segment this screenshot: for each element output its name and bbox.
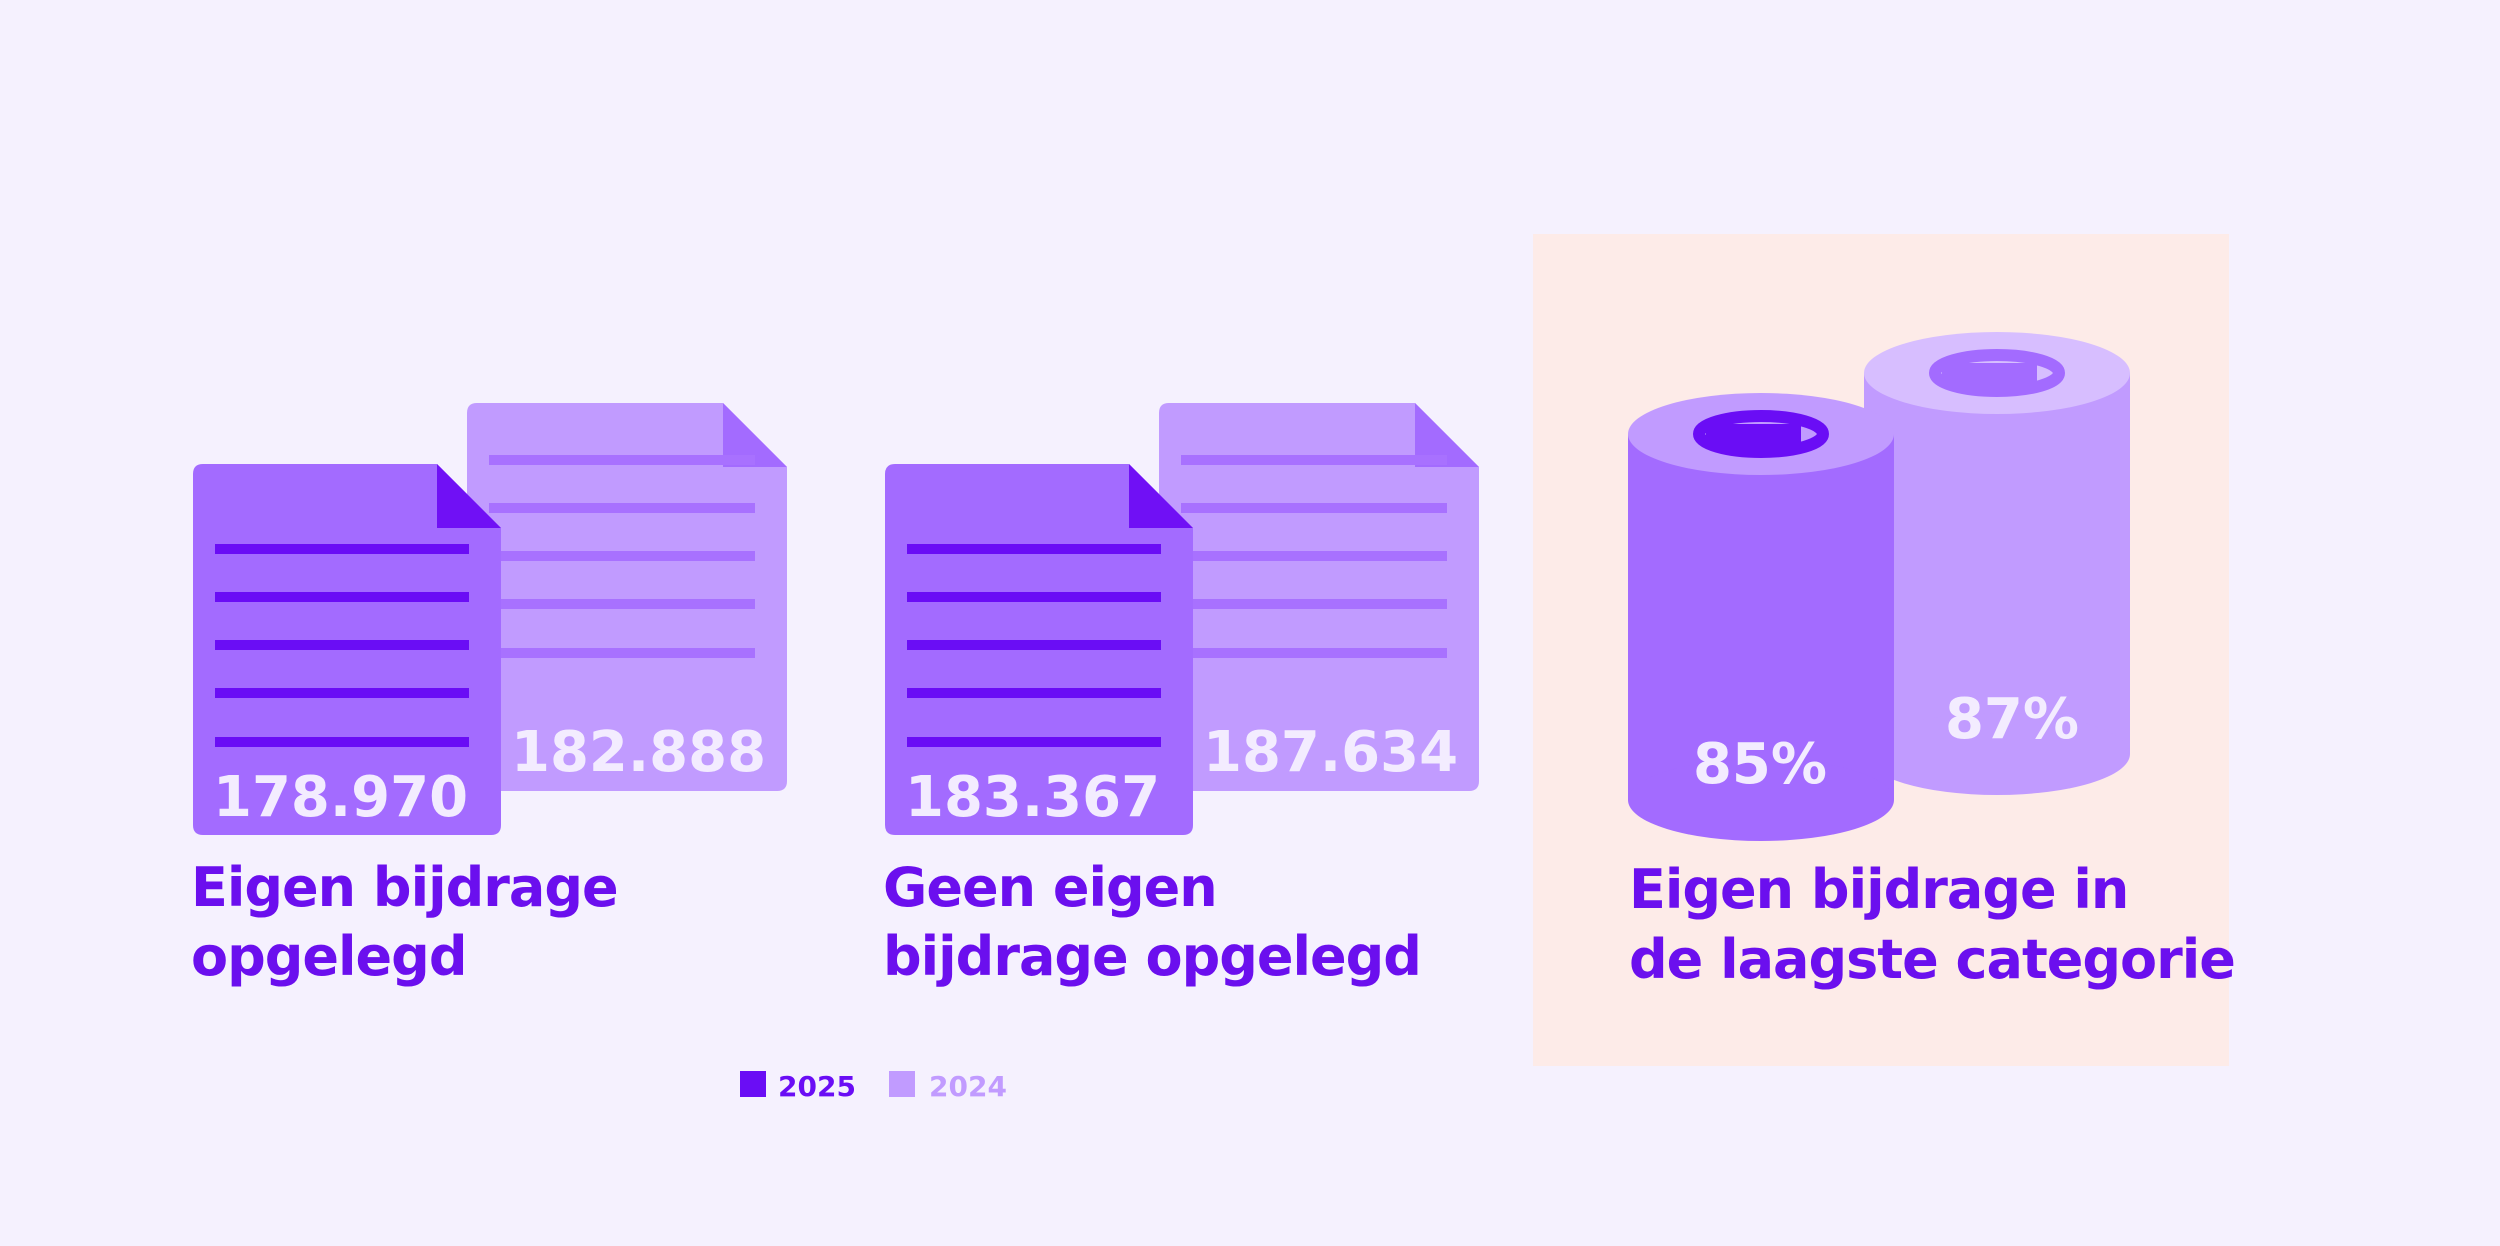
document-line xyxy=(907,592,1161,602)
document-line xyxy=(1181,551,1447,561)
document-line xyxy=(215,592,469,602)
panel-label: Eigen bijdrage in xyxy=(1629,858,2128,921)
value-2024: 87% xyxy=(1945,687,2079,752)
document-line xyxy=(215,688,469,698)
document-fold xyxy=(1415,403,1479,467)
document-fold xyxy=(723,403,787,467)
value-2024: 187.634 xyxy=(1203,720,1458,785)
panel-label: bijdrage opgelegd xyxy=(883,925,1421,988)
legend-swatch xyxy=(740,1071,766,1097)
panel-label: opgelegd xyxy=(191,925,466,988)
document-fold xyxy=(437,464,501,528)
document-body xyxy=(1159,403,1479,791)
legend-swatch xyxy=(889,1071,915,1097)
document-line xyxy=(1181,503,1447,513)
cylinder-2024 xyxy=(1864,332,2130,795)
document-line xyxy=(215,737,469,747)
legend-label: 2024 xyxy=(929,1070,1007,1103)
cylinder-2025 xyxy=(1628,393,1894,841)
document-line xyxy=(1181,455,1447,465)
document-2024 xyxy=(1159,403,1479,791)
document-line xyxy=(907,640,1161,650)
legend-label: 2025 xyxy=(778,1070,856,1103)
document-line xyxy=(907,737,1161,747)
document-2025 xyxy=(193,464,501,835)
value-2025: 178.970 xyxy=(213,765,468,830)
document-line xyxy=(215,640,469,650)
document-line xyxy=(489,503,755,513)
panel-label: de laagste categorie xyxy=(1629,928,2235,991)
document-body xyxy=(467,403,787,791)
document-2025 xyxy=(885,464,1193,835)
panel-label: Eigen bijdrage xyxy=(191,856,618,919)
value-2024: 182.888 xyxy=(511,720,766,785)
document-line xyxy=(1181,648,1447,658)
document-line xyxy=(907,544,1161,554)
document-line xyxy=(489,599,755,609)
document-fold xyxy=(1129,464,1193,528)
document-line xyxy=(489,455,755,465)
value-2025: 85% xyxy=(1693,732,1827,797)
value-2025: 183.367 xyxy=(905,765,1160,830)
document-2024 xyxy=(467,403,787,791)
document-line xyxy=(489,648,755,658)
document-line xyxy=(907,688,1161,698)
document-line xyxy=(215,544,469,554)
document-line xyxy=(489,551,755,561)
document-line xyxy=(1181,599,1447,609)
panel-label: Geen eigen xyxy=(883,856,1217,919)
